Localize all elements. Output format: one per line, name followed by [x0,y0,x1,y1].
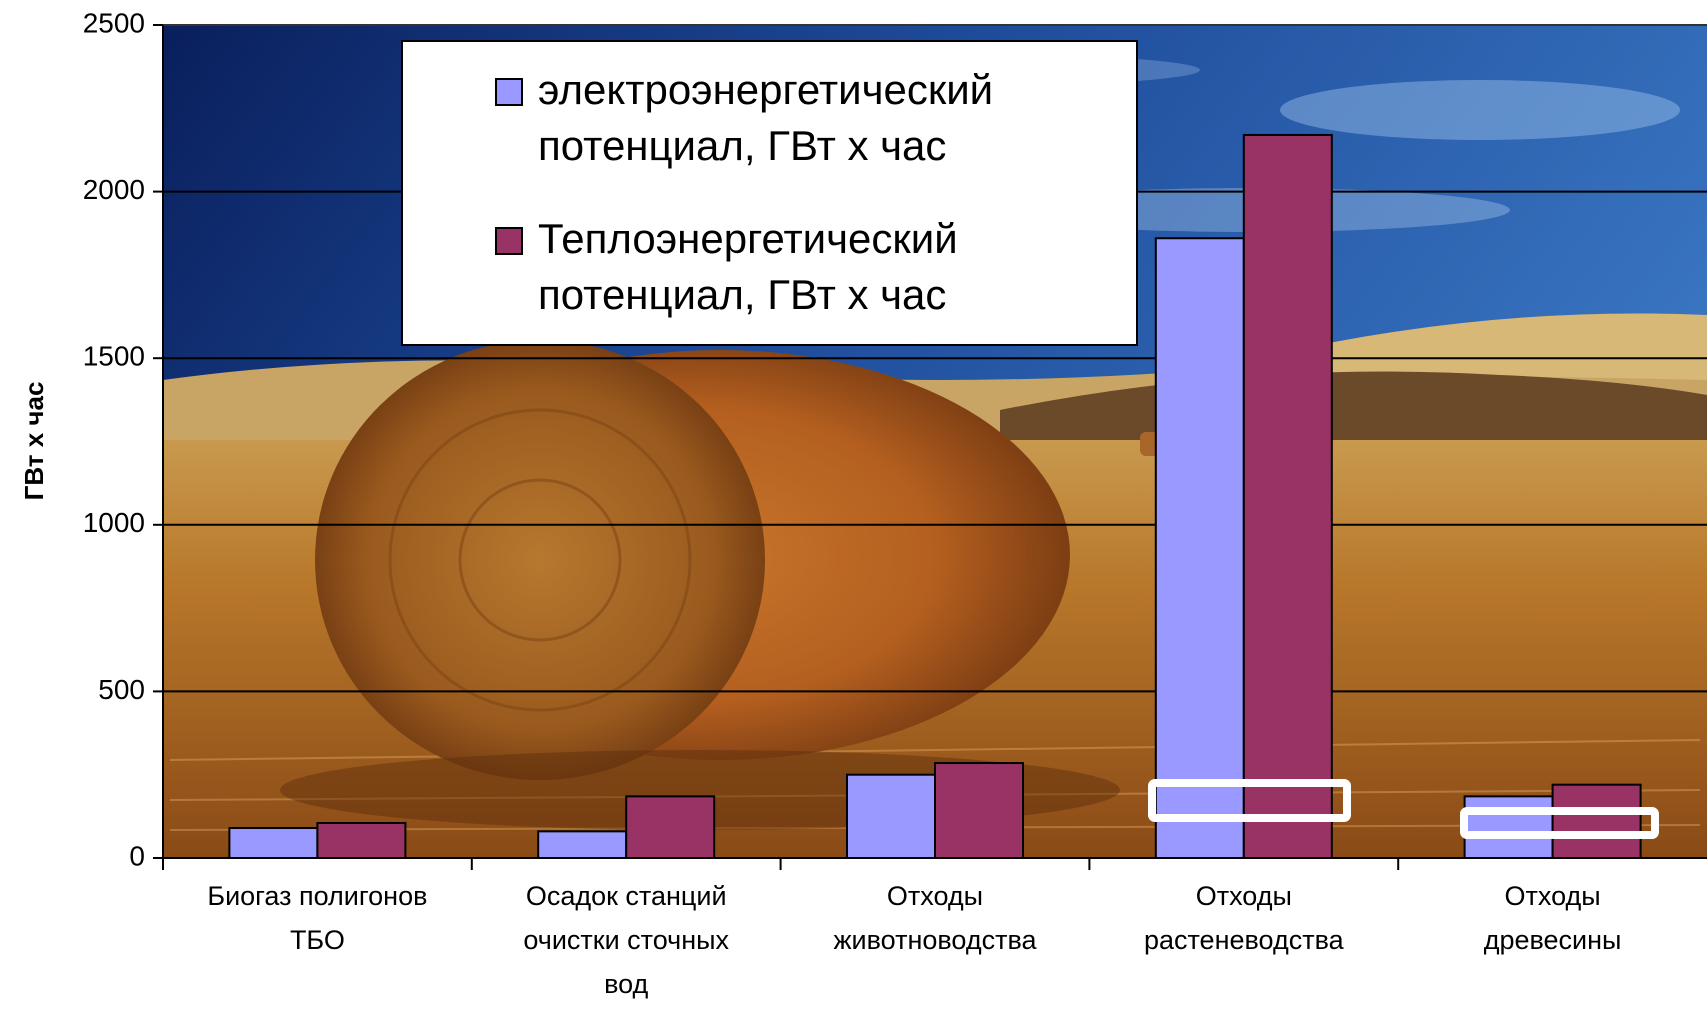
category-label: Отходы животноводства [833,881,1037,955]
legend-items: электроэнергетический потенциал, ГВт х ча… [495,66,993,318]
category-labels: Биогаз полигонов ТБО Осадок станций очистки… [207,881,1621,999]
legend-swatch [495,78,523,106]
bar-series1-cat0 [316,822,407,859]
highlight-box [1460,807,1659,839]
bar-series0-cat2 [846,773,936,860]
bar-series0-cat3 [1154,237,1245,860]
highlight-box [1148,779,1351,822]
y-ticks: 0 500 1000 1500 2000 2500 [83,7,163,871]
legend-entry: электроэнергетический потенциал, ГВт х ча… [538,66,993,169]
bar-series0-cat0 [228,827,319,860]
bar-series0-cat4 [1463,795,1554,859]
legend-swatch [495,227,523,255]
legend-entry: Теплоэнергетический потенциал, ГВт х час [538,215,958,318]
bar-series1-cat4 [1551,783,1642,859]
bars [228,133,1642,860]
bar-series1-cat3 [1242,133,1333,859]
legend-box [401,40,1138,346]
y-tick-label: 2500 [83,7,145,38]
y-tick-label: 0 [129,840,145,871]
y-axis-label: ГВт х час [19,382,49,501]
category-label: Отходы растеневодства [1144,881,1345,955]
y-tick-label: 500 [98,674,145,705]
category-label: Биогаз полигонов ТБО [207,881,427,955]
category-label: Осадок станций очистки сточных вод [523,881,729,999]
category-label: Отходы древесины [1484,881,1622,955]
x-ticks [162,858,1400,870]
y-tick-label: 2000 [83,174,145,205]
bar-series0-cat1 [537,830,628,859]
y-tick-label: 1500 [83,341,145,372]
legend: электроэнергетический потенциал, ГВт х ча… [401,40,1138,346]
y-tick-label: 1000 [83,507,145,538]
bar-series1-cat1 [625,795,716,859]
background-photo [163,25,1707,858]
bar-series1-cat2 [934,762,1024,860]
